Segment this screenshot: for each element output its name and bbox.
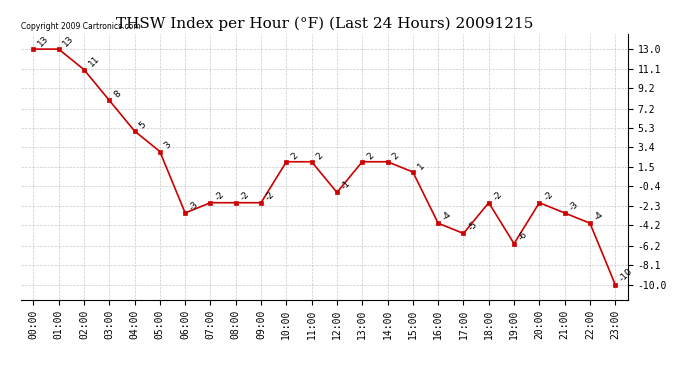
Text: 8: 8 <box>112 89 122 99</box>
Text: -1: -1 <box>339 179 353 192</box>
Text: Copyright 2009 Cartronics.com: Copyright 2009 Cartronics.com <box>21 22 140 31</box>
Text: -5: -5 <box>466 220 479 232</box>
Text: -2: -2 <box>213 189 226 202</box>
Text: 2: 2 <box>365 151 375 161</box>
Text: 3: 3 <box>163 140 173 151</box>
Text: -6: -6 <box>517 230 529 243</box>
Text: -3: -3 <box>188 200 201 212</box>
Text: 5: 5 <box>137 120 148 130</box>
Title: THSW Index per Hour (°F) (Last 24 Hours) 20091215: THSW Index per Hour (°F) (Last 24 Hours)… <box>116 17 533 31</box>
Text: 2: 2 <box>315 151 325 161</box>
Text: -10: -10 <box>618 267 635 284</box>
Text: 1: 1 <box>415 161 426 171</box>
Text: 2: 2 <box>391 151 401 161</box>
Text: -2: -2 <box>239 189 251 202</box>
Text: -4: -4 <box>593 210 605 222</box>
Text: 2: 2 <box>289 151 299 161</box>
Text: 13: 13 <box>36 34 50 48</box>
Text: 13: 13 <box>61 34 76 48</box>
Text: -4: -4 <box>441 210 453 222</box>
Text: -2: -2 <box>264 189 277 202</box>
Text: -3: -3 <box>567 200 580 212</box>
Text: -2: -2 <box>491 189 504 202</box>
Text: -2: -2 <box>542 189 555 202</box>
Text: 11: 11 <box>87 54 101 69</box>
